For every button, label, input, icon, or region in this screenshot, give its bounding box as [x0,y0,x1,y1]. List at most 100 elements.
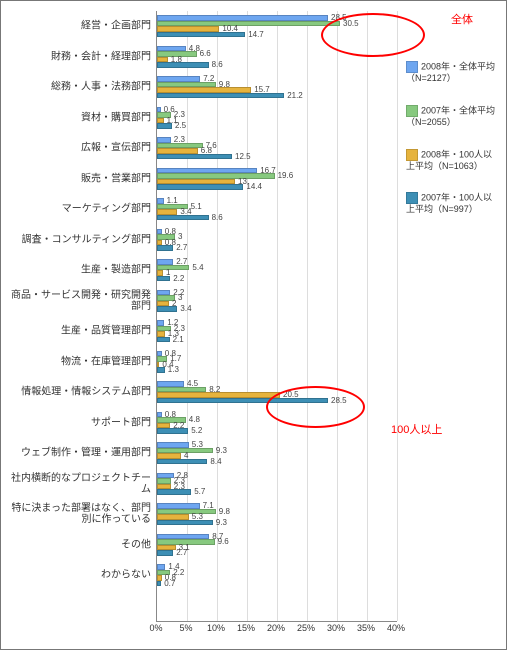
x-tick: 15% [237,623,255,633]
category-label-wrap: 販売・営業部門 [1,164,156,195]
bar-value-label: 14.7 [246,32,264,38]
bar-value-label: 8.6 [210,215,223,221]
bar [157,184,243,190]
legend: 2008年・全体平均（N=2127） 2007年・全体平均（N=2055） 2008… [406,61,501,236]
category-label-wrap: 生産・製造部門 [1,255,156,286]
legend-label: 2008年・全体平均（N=2127） [406,61,495,83]
category-label: その他 [3,539,151,550]
category-label: 生産・品質管理部門 [3,326,151,337]
category-label-wrap: 情報処理・情報システム部門 [1,377,156,408]
category-label-wrap: 広報・宣伝部門 [1,133,156,164]
category-label: わからない [3,570,151,581]
category-label: 商品・サービス開発・研究開発部門 [3,290,151,312]
bar-value-label: 5.7 [192,489,205,495]
bar-group: 7.19.85.39.3 [156,499,396,530]
legend-swatch [406,105,418,117]
bar-group: 0.81.70.41.3 [156,347,396,378]
bar-value-label: 8.4 [208,459,221,465]
category-label-wrap: 総務・人事・法務部門 [1,72,156,103]
annotation-ellipse [321,13,425,57]
category-label-wrap: サポート部門 [1,408,156,439]
category-label: ウェブ制作・管理・運用部門 [3,448,151,459]
bar-group: 1.42.20.80.7 [156,560,396,591]
bar-value-label: 12.5 [233,154,251,160]
x-tick: 0% [149,623,162,633]
legend-item: 2008年・100人以上平均（N=1063） [406,149,501,173]
legend-item: 2007年・100人以上平均（N=997） [406,192,501,216]
category-label-wrap: わからない [1,560,156,591]
bar-value-label: 3 [176,295,182,301]
bar-group: 16.719.61314.4 [156,164,396,195]
x-tick: 20% [267,623,285,633]
chart-container: 経営・企画部門財務・会計・経理部門総務・人事・法務部門資材・購買部門広報・宣伝部… [0,0,507,650]
bar-value-label: 6.6 [198,51,211,57]
bar-group: 0.830.82.7 [156,225,396,256]
bar-group: 2.82.32.35.7 [156,469,396,500]
bar-value-label: 5.2 [189,428,202,434]
x-tick: 35% [357,623,375,633]
legend-swatch [406,149,418,161]
bar [157,154,232,160]
category-label: 調査・コンサルティング部門 [3,234,151,245]
bar-value-label: 2.7 [174,245,187,251]
bar-group: 8.79.63.12.7 [156,530,396,561]
bar-value-label: 3.4 [178,306,191,312]
x-tick: 5% [179,623,192,633]
category-label: サポート部門 [3,417,151,428]
bar-value-label: 4.8 [187,417,200,423]
bar-value-label: 5.4 [190,265,203,271]
category-label: 販売・営業部門 [3,173,151,184]
category-label-wrap: 特に決まった部署はなく、部門別に作っている [1,499,156,530]
bar-group: 1.15.13.48.6 [156,194,396,225]
category-label: 広報・宣伝部門 [3,143,151,154]
bar-value-label: 21.2 [285,93,303,99]
bar [157,32,245,38]
bar-group: 2.2323.4 [156,286,396,317]
category-label-wrap: 商品・サービス開発・研究開発部門 [1,286,156,317]
bar [157,367,165,373]
category-label-wrap: 財務・会計・経理部門 [1,42,156,73]
category-label-wrap: その他 [1,530,156,561]
legend-label: 2007年・全体平均（N=2055） [406,105,495,127]
category-label: 総務・人事・法務部門 [3,82,151,93]
bar [157,337,170,343]
annotation-ellipse [266,386,365,428]
bar [157,459,207,465]
legend-label: 2008年・100人以上平均（N=1063） [406,149,492,171]
category-label: 特に決まった部署はなく、部門別に作っている [3,503,151,525]
bar [157,93,284,99]
bar [157,276,170,282]
bar [157,123,172,129]
bar-group: 7.29.815.721.2 [156,72,396,103]
bar-value-label: 2.7 [174,550,187,556]
bar-value-label: 9.6 [216,539,229,545]
legend-item: 2008年・全体平均（N=2127） [406,61,501,85]
bar-group: 1.22.31.32.1 [156,316,396,347]
legend-item: 2007年・全体平均（N=2055） [406,105,501,129]
x-tick: 30% [327,623,345,633]
category-label-wrap: ウェブ制作・管理・運用部門 [1,438,156,469]
bar-value-label: 8.6 [210,62,223,68]
legend-swatch [406,61,418,73]
bar-value-label: 14.4 [244,184,262,190]
category-label: 資材・購買部門 [3,112,151,123]
x-tick: 10% [207,623,225,633]
annotation-text: 全体 [451,11,473,27]
bar [157,306,177,312]
gridline [397,11,398,621]
bar-value-label: 9.3 [214,520,227,526]
legend-label: 2007年・100人以上平均（N=997） [406,193,492,215]
bar-value-label: 0.7 [162,581,175,587]
bar-group: 2.75.412.2 [156,255,396,286]
bar [157,428,188,434]
bar [157,550,173,556]
bar-group: 0.62.31.12.5 [156,103,396,134]
category-label-wrap: 調査・コンサルティング部門 [1,225,156,256]
category-label: 財務・会計・経理部門 [3,51,151,62]
x-tick: 25% [297,623,315,633]
category-label: マーケティング部門 [3,204,151,215]
category-label-wrap: 社内横断的なプロジェクトチーム [1,469,156,500]
x-tick: 40% [387,623,405,633]
category-label-wrap: 物流・在庫管理部門 [1,347,156,378]
bar [157,245,173,251]
